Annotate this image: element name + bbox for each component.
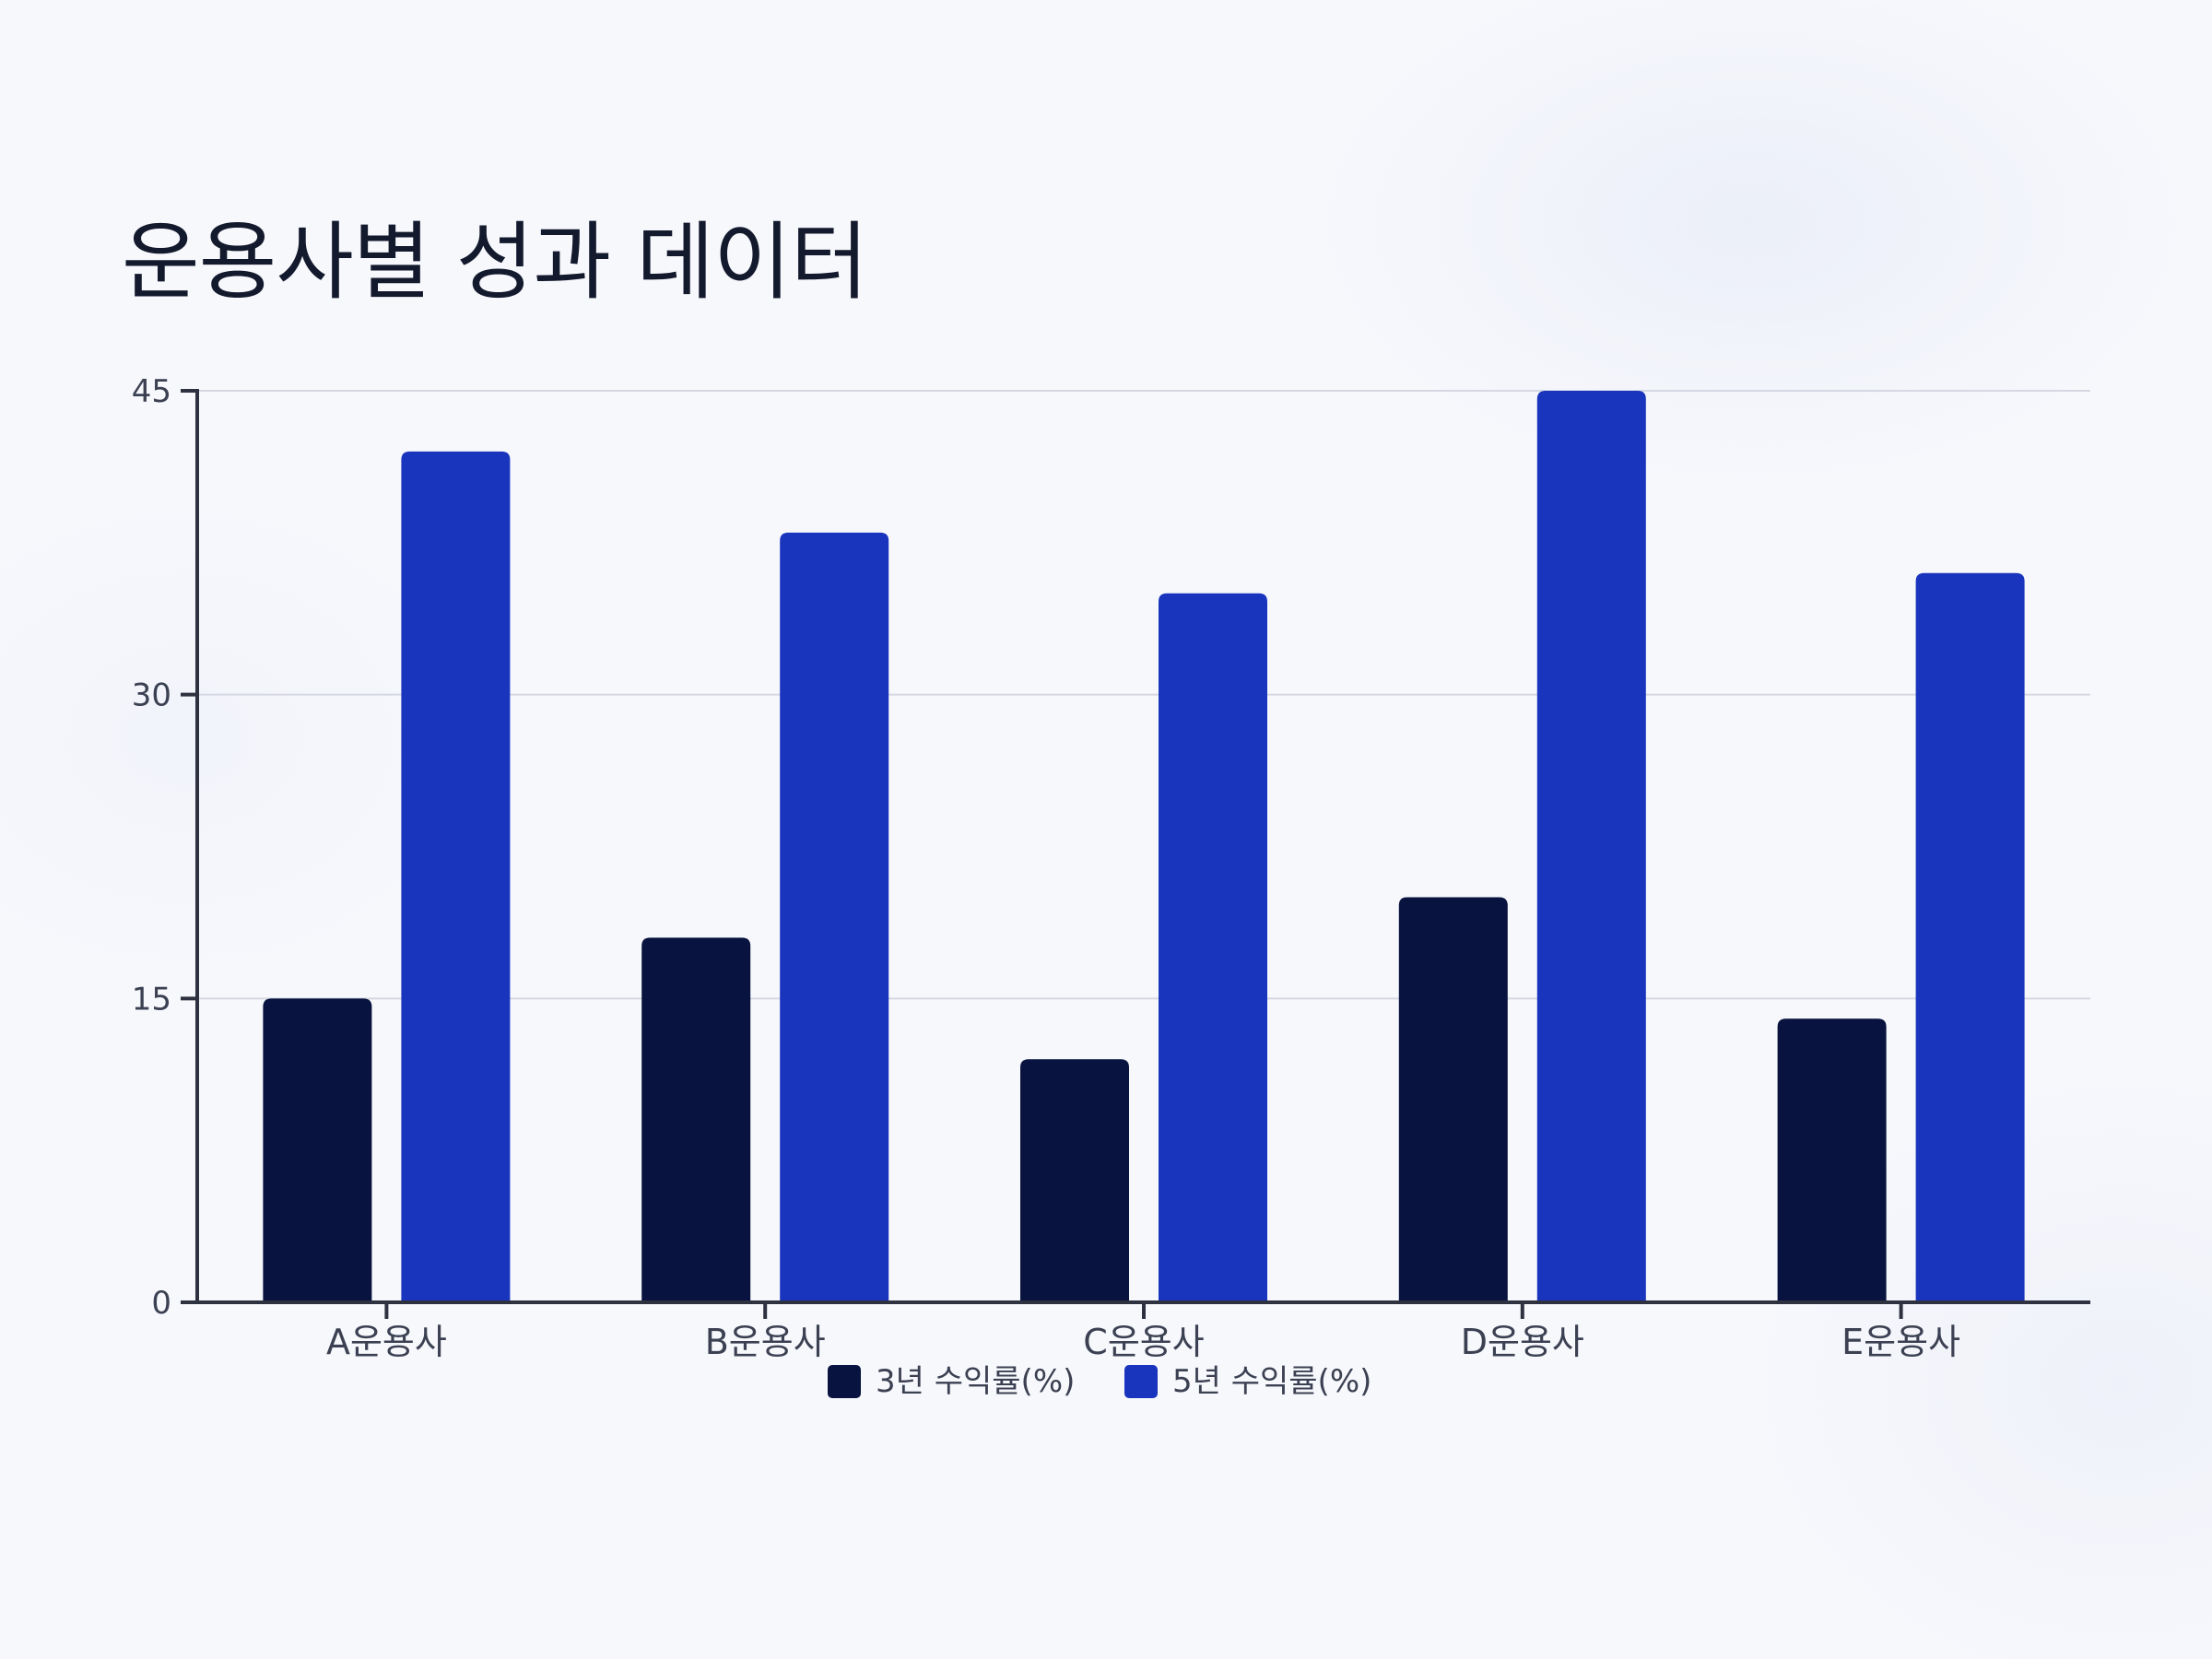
bar-5y-a [401, 451, 511, 1302]
y-tick-label: 30 [132, 677, 171, 714]
bar-3y-d [1398, 897, 1508, 1302]
x-tick-label: C운용사 [1083, 1322, 1204, 1362]
x-tick-label: A운용사 [326, 1322, 447, 1362]
bar-5y-e [1915, 572, 2025, 1302]
x-tick-label: E운용사 [1841, 1322, 1960, 1362]
bar-3y-e [1777, 1018, 1887, 1302]
legend-label-3y: 3년 수익률(%) [876, 1363, 1075, 1400]
bar-5y-d [1536, 391, 1646, 1302]
legend-swatch-3y [828, 1365, 861, 1398]
legend-label-5y: 5년 수익률(%) [1172, 1363, 1371, 1400]
x-tick-label: D운용사 [1461, 1322, 1584, 1362]
bar-5y-c [1159, 593, 1267, 1302]
y-tick-label: 15 [132, 981, 171, 1018]
bar-3y-b [641, 937, 751, 1302]
x-tick-label: B운용사 [705, 1322, 826, 1362]
chart-title: 운용사별 성과 데이터 [122, 213, 868, 312]
y-tick-label: 0 [151, 1285, 171, 1322]
bar-5y-b [780, 532, 889, 1302]
bar-3y-a [263, 998, 372, 1302]
legend-swatch-5y [1124, 1365, 1158, 1398]
bar-3y-c [1020, 1059, 1129, 1302]
y-tick-label: 45 [132, 373, 171, 410]
